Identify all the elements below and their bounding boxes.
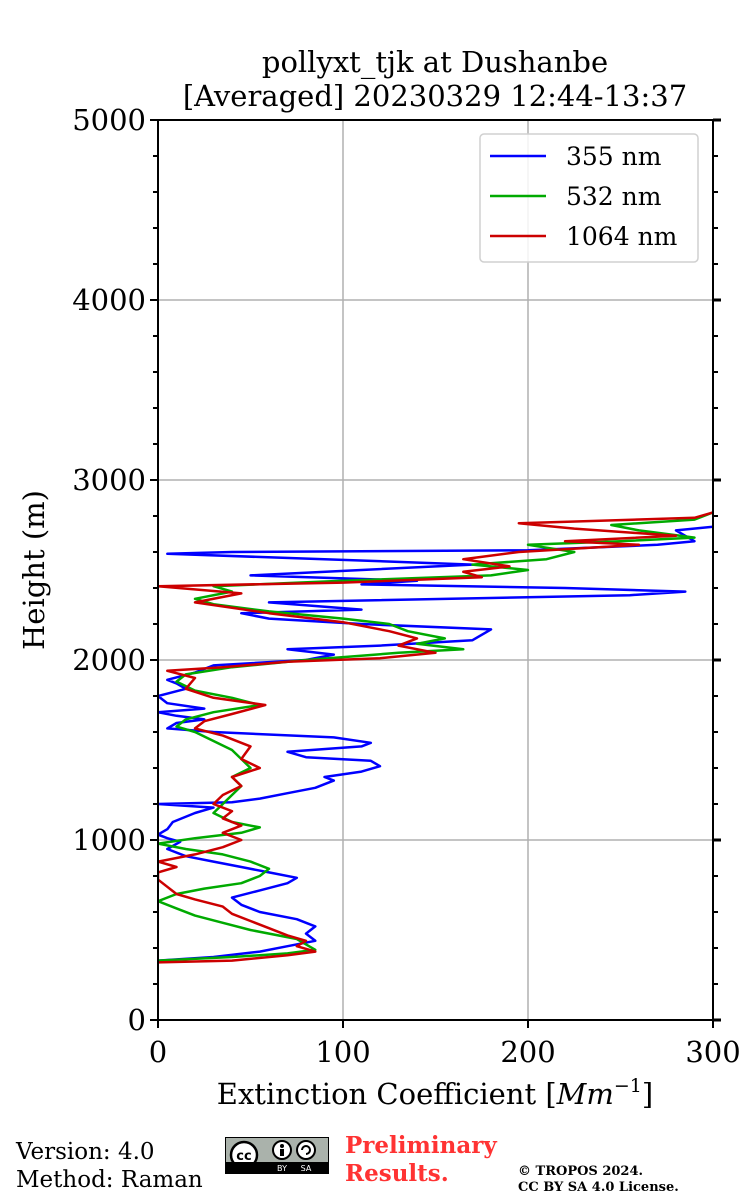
y-tick-label: 5000 xyxy=(72,103,146,137)
legend-label: 1064 nm xyxy=(566,222,678,251)
preliminary-line2: Results. xyxy=(345,1160,449,1187)
version-text: Version: 4.0 xyxy=(16,1139,155,1165)
preliminary-results-note: Preliminary Results. xyxy=(345,1132,497,1188)
legend-label: 532 nm xyxy=(566,182,662,211)
footer-info: Version: 4.0 Method: Raman xyxy=(16,1138,203,1194)
cc-license-badge: cc BY SA xyxy=(225,1137,329,1174)
legend-box xyxy=(479,133,699,263)
y-tick-label: 2000 xyxy=(72,643,146,677)
x-axis-label-prefix: Extinction Coefficient [ xyxy=(217,1077,557,1111)
x-tick-label: 100 xyxy=(315,1035,370,1069)
x-axis-label: Extinction Coefficient [Mm−1] xyxy=(217,1075,653,1111)
series-line-1064-nm xyxy=(158,511,713,964)
x-tick-label: 300 xyxy=(685,1035,740,1069)
legend: 355 nm 532 nm 1064 nm xyxy=(479,133,699,263)
series-line-355-nm xyxy=(158,525,713,962)
copyright-note: © TROPOS 2024. CC BY SA 4.0 License. xyxy=(518,1164,679,1196)
x-tick-label: 200 xyxy=(500,1035,555,1069)
copyright-line2: CC BY SA 4.0 License. xyxy=(518,1180,679,1195)
y-tick-label: 0 xyxy=(128,1003,146,1037)
cc-logo-text: cc xyxy=(236,1149,251,1164)
x-axis-label-unit: Mm xyxy=(556,1077,614,1111)
chart-subtitle: [Averaged] 20230329 12:44-13:37 xyxy=(183,79,687,113)
method-text: Method: Raman xyxy=(16,1167,203,1193)
x-axis-label-exponent: −1 xyxy=(614,1075,642,1097)
copyright-line1: © TROPOS 2024. xyxy=(518,1164,644,1179)
series-group xyxy=(158,511,713,964)
legend-label: 355 nm xyxy=(566,142,662,171)
y-axis-label: Height (m) xyxy=(17,490,51,650)
series-line-532-nm xyxy=(158,511,713,962)
cc-sa-text: SA xyxy=(301,1164,312,1173)
y-tick-label: 4000 xyxy=(72,283,146,317)
chart-title: pollyxt_tjk at Dushanbe xyxy=(262,45,608,80)
plot-frame xyxy=(157,119,714,1021)
y-tick-label: 3000 xyxy=(72,463,146,497)
y-tick-label: 1000 xyxy=(72,823,146,857)
cc-sa-icon xyxy=(296,1140,316,1160)
x-axis-label-suffix: ] xyxy=(642,1077,653,1111)
preliminary-line1: Preliminary xyxy=(345,1132,497,1159)
cc-by-text: BY xyxy=(277,1164,287,1173)
cc-logo-icon: cc BY SA xyxy=(226,1140,328,1173)
x-tick-label: 0 xyxy=(149,1035,167,1069)
